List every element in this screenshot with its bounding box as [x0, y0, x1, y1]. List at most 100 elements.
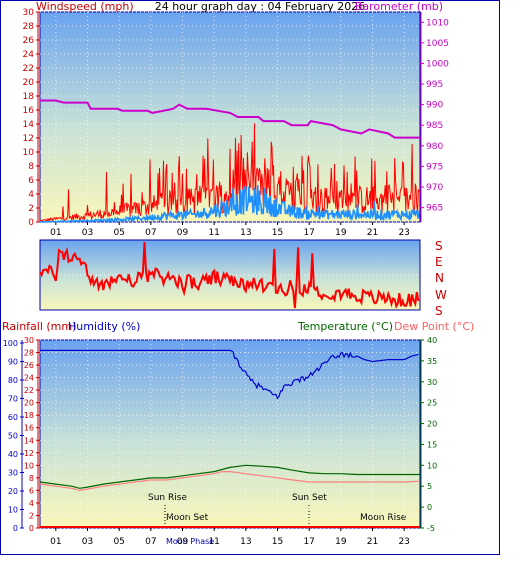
- temp-x-tick-label: 21: [367, 537, 378, 547]
- temp-tick-label: 10: [427, 461, 437, 470]
- wind-tick-label: 24: [23, 50, 35, 60]
- wind-x-tick-label: 13: [240, 228, 251, 238]
- dewpoint-axis-label: Dew Point (°C): [394, 320, 474, 333]
- rain-tick-label: 28: [24, 349, 34, 358]
- wind-tick-label: 0: [28, 218, 34, 228]
- wind-tick-label: 10: [23, 148, 35, 158]
- wind-x-tick-label: 09: [177, 228, 189, 238]
- humidity-tick-label: 30: [8, 469, 18, 478]
- temp-x-tick-label: 15: [272, 537, 283, 547]
- humidity-tick-label: 90: [8, 358, 18, 367]
- temp-tick-label: 40: [427, 336, 437, 345]
- humidity-tick-label: 20: [8, 487, 18, 496]
- humidity-tick-label: 10: [8, 506, 18, 515]
- barometer-tick-label: 970: [426, 183, 443, 193]
- rainfall-axis-label: Rainfall (mm): [2, 320, 76, 333]
- rain-tick-label: 12: [24, 449, 34, 458]
- rain-tick-label: 22: [24, 386, 34, 395]
- barometer-tick-label: 1000: [426, 59, 449, 69]
- wind-x-tick-label: 23: [398, 228, 409, 238]
- temp-x-tick-label: 01: [50, 537, 61, 547]
- rain-tick-label: 18: [24, 411, 34, 420]
- wind-tick-label: 22: [23, 64, 34, 74]
- direction-label-e: E: [435, 255, 443, 269]
- wind-tick-label: 16: [23, 106, 35, 116]
- temp-x-tick-label: 09: [177, 537, 189, 547]
- graph-title: 24 hour graph day : 04 February 2026: [155, 0, 366, 13]
- wind-gust-line: [39, 123, 420, 223]
- wind-tick-label: 6: [28, 176, 34, 186]
- rain-tick-label: 8: [29, 474, 34, 483]
- barometer-tick-label: 990: [426, 101, 443, 111]
- temp-x-tick-label: 11: [208, 537, 219, 547]
- temp-tick-label: 0: [427, 503, 432, 512]
- wind-x-tick-label: 21: [367, 228, 378, 238]
- humidity-tick-label: 40: [8, 450, 18, 459]
- wind-tick-label: 30: [23, 8, 35, 18]
- temp-tick-label: 35: [427, 357, 437, 366]
- wind-speed-line: [40, 185, 420, 224]
- wind-x-tick-label: 07: [145, 228, 156, 238]
- temp-tick-label: 20: [427, 420, 437, 429]
- humidity-tick-label: 80: [8, 376, 18, 385]
- rain-tick-label: 20: [24, 399, 34, 408]
- wind-tick-label: 18: [23, 92, 35, 102]
- direction-label-n: N: [435, 271, 444, 285]
- humidity-axis-label: Humidity (%): [68, 320, 140, 333]
- humidity-tick-label: 100: [3, 339, 18, 348]
- moon-phase-label: Moon Phase: [166, 537, 214, 546]
- temp-tick-label: -5: [427, 524, 435, 533]
- wind-tick-label: 4: [28, 190, 34, 200]
- rain-tick-label: 30: [24, 336, 34, 345]
- wind-axis-label: Windspeed (mph): [36, 0, 134, 13]
- temp-x-tick-label: 19: [335, 537, 347, 547]
- sun-rise-label: Sun Rise: [148, 493, 187, 503]
- wind-panel-bg: [39, 11, 421, 223]
- rain-tick-label: 6: [29, 486, 34, 495]
- temperature-line: [39, 464, 420, 489]
- temp-tick-label: 30: [427, 378, 437, 387]
- rain-tick-label: 10: [24, 461, 34, 470]
- temperature-axis-label: Temperature (°C): [297, 320, 393, 333]
- sun-set-label: Sun Set: [292, 493, 327, 503]
- temp-x-tick-label: 17: [303, 537, 314, 547]
- direction-label-s-top: S: [435, 239, 443, 253]
- wind-direction-line: [39, 241, 420, 309]
- humidity-tick-label: 60: [8, 413, 18, 422]
- rain-tick-label: 0: [29, 524, 34, 533]
- temp-x-tick-label: 13: [240, 537, 251, 547]
- rain-tick-label: 26: [24, 361, 34, 370]
- barometer-tick-label: 980: [426, 142, 443, 152]
- rain-tick-label: 14: [24, 436, 34, 445]
- temp-x-tick-label: 23: [398, 537, 409, 547]
- barometer-tick-label: 1005: [426, 39, 449, 49]
- temp-tick-label: 15: [427, 440, 437, 449]
- humidity-tick-label: 70: [8, 395, 18, 404]
- barometer-line: [40, 99, 420, 139]
- dewpoint-line: [39, 471, 421, 492]
- moon-set-label: Moon Set: [166, 513, 209, 523]
- direction-label-w: W: [435, 288, 447, 302]
- wind-x-tick-label: 17: [303, 228, 314, 238]
- wind-tick-label: 14: [23, 120, 35, 130]
- temp-tick-label: 5: [427, 482, 432, 491]
- barometer-tick-label: 1010: [426, 18, 449, 28]
- barometer-tick-label: 995: [426, 80, 443, 90]
- barometer-tick-label: 975: [426, 162, 443, 172]
- wind-tick-label: 26: [23, 36, 35, 46]
- wind-x-tick-label: 01: [50, 228, 61, 238]
- wind-x-tick-label: 11: [208, 228, 219, 238]
- rain-tick-label: 16: [24, 424, 34, 433]
- temp-tick-label: 25: [427, 399, 437, 408]
- data-series: [39, 99, 421, 528]
- rain-tick-label: 2: [29, 511, 34, 520]
- wind-tick-label: 2: [28, 204, 34, 214]
- barometer-axis-label: Barometer (mb): [355, 0, 443, 13]
- wind-tick-label: 12: [23, 134, 34, 144]
- wind-x-tick-label: 15: [272, 228, 283, 238]
- rain-tick-label: 4: [29, 499, 34, 508]
- wind-x-tick-label: 03: [82, 228, 93, 238]
- temp-x-tick-label: 03: [82, 537, 93, 547]
- barometer-tick-label: 985: [426, 121, 443, 131]
